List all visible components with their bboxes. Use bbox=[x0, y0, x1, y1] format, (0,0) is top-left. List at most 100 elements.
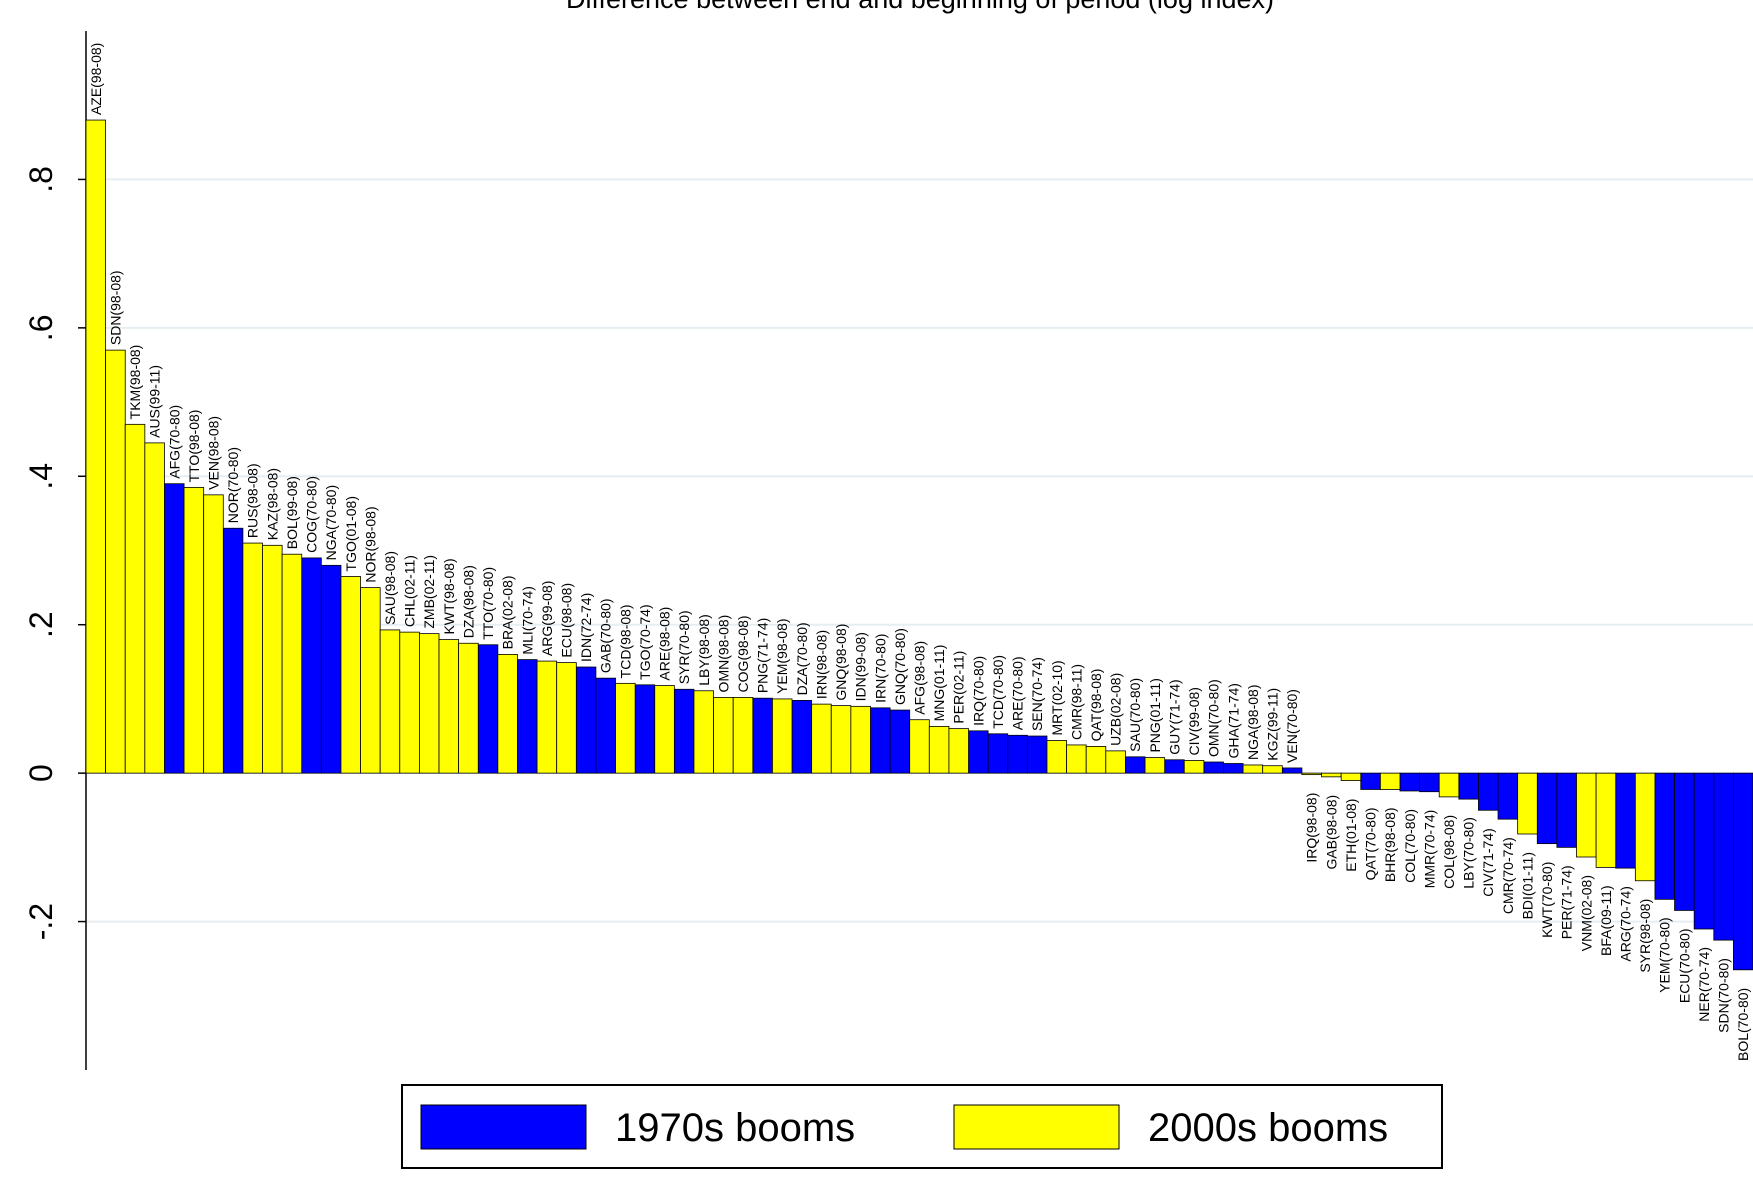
chart-title: Difference between end and beginning of … bbox=[566, 0, 1274, 14]
bar bbox=[987, 733, 1009, 774]
bar bbox=[575, 666, 597, 774]
bar-label: YEM(70-80) bbox=[1657, 917, 1673, 992]
bar-label: BFA(09-11) bbox=[1598, 885, 1614, 956]
bar bbox=[1301, 772, 1322, 776]
bar-label: SEN(70-74) bbox=[1029, 657, 1045, 731]
bar-label: TTO(70-80) bbox=[480, 567, 496, 640]
bar-label: AFG(70-80) bbox=[166, 405, 182, 479]
bar-label: SYR(70-80) bbox=[676, 610, 692, 684]
bar bbox=[1066, 744, 1087, 774]
bar-label: ARG(70-74) bbox=[1618, 886, 1634, 961]
bar bbox=[1125, 756, 1146, 774]
bar-label: BDI(01-11) bbox=[1519, 852, 1535, 919]
bar bbox=[948, 728, 969, 774]
bar-label: CHL(02-11) bbox=[402, 555, 418, 627]
bar bbox=[1399, 772, 1421, 792]
bar-label: ARE(70-80) bbox=[1010, 656, 1026, 730]
bar-label: GNQ(98-08) bbox=[833, 624, 849, 701]
y-tick-label: 0 bbox=[23, 764, 59, 782]
bar-label: NER(70-74) bbox=[1696, 947, 1712, 1022]
bar bbox=[732, 697, 754, 774]
bar-label: YEM(98-08) bbox=[774, 618, 790, 693]
bar bbox=[1674, 772, 1695, 911]
bar-label: IRQ(98-08) bbox=[1304, 793, 1320, 863]
bar-label: VNM(02-08) bbox=[1578, 875, 1594, 951]
bar-label: IDN(99-08) bbox=[853, 632, 869, 701]
bar bbox=[1595, 772, 1617, 868]
bar bbox=[889, 709, 911, 774]
bar-label: SYR(98-08) bbox=[1637, 899, 1653, 973]
bar bbox=[1321, 772, 1342, 778]
bar-label: AZE(98-08) bbox=[88, 43, 104, 115]
bar bbox=[791, 700, 813, 774]
bar-label: CIV(71-74) bbox=[1480, 828, 1496, 896]
bar bbox=[1379, 772, 1401, 790]
bar bbox=[870, 707, 891, 774]
bar-label: KWT(70-80) bbox=[1539, 862, 1555, 938]
bar bbox=[399, 631, 420, 774]
bar-label: ECU(70-80) bbox=[1676, 928, 1692, 1003]
bar-label: CMR(98-11) bbox=[1068, 664, 1084, 740]
bar-label: UZB(02-08) bbox=[1108, 673, 1124, 746]
bar bbox=[301, 557, 322, 774]
bar bbox=[203, 494, 224, 774]
bar bbox=[536, 660, 558, 774]
bar-label: CIV(99-08) bbox=[1186, 687, 1202, 755]
bar bbox=[713, 697, 734, 774]
bar bbox=[1026, 735, 1048, 774]
bar-label: SDN(98-08) bbox=[107, 270, 123, 345]
bar bbox=[1183, 760, 1205, 774]
bar-label: IRQ(70-80) bbox=[970, 656, 986, 726]
bar-label: SAU(70-80) bbox=[1127, 678, 1143, 752]
y-tick-label: .2 bbox=[23, 611, 59, 638]
bar-label: ARE(98-08) bbox=[657, 607, 673, 681]
bar-label: BRA(02-08) bbox=[500, 575, 516, 649]
bar bbox=[418, 633, 440, 774]
bar bbox=[1105, 750, 1126, 774]
bar bbox=[1458, 772, 1479, 800]
bar bbox=[1262, 765, 1283, 774]
bar-label: NGA(70-80) bbox=[323, 485, 339, 560]
bar-label: AFG(98-08) bbox=[912, 641, 928, 715]
bar bbox=[1693, 772, 1715, 930]
bar-label: BOL(70-80) bbox=[1735, 988, 1751, 1061]
bar bbox=[242, 542, 263, 774]
bar-label: GNQ(70-80) bbox=[892, 628, 908, 705]
bar-label: TCD(98-08) bbox=[617, 604, 633, 678]
bar bbox=[1478, 772, 1499, 811]
bar bbox=[693, 690, 714, 774]
bar bbox=[968, 730, 989, 774]
bar-label: TTO(98-08) bbox=[186, 410, 202, 483]
bar-label: NOR(98-08) bbox=[362, 506, 378, 582]
y-tick-label: -.2 bbox=[23, 903, 59, 940]
bar bbox=[262, 544, 283, 774]
bar bbox=[320, 564, 342, 774]
bar-label: AUS(99-11) bbox=[147, 365, 163, 438]
bar-label: PNG(71-74) bbox=[755, 618, 771, 693]
bar bbox=[105, 349, 126, 774]
bar bbox=[1340, 772, 1362, 781]
bar bbox=[1085, 746, 1107, 774]
bar-label: BOL(99-08) bbox=[284, 476, 300, 549]
bar bbox=[1164, 759, 1185, 774]
bar bbox=[1713, 772, 1734, 941]
bar bbox=[458, 642, 479, 774]
bar-label: COG(70-80) bbox=[304, 476, 320, 553]
bar-label: NGA(98-08) bbox=[1245, 685, 1261, 760]
bar bbox=[1732, 772, 1753, 971]
bar-label: SAU(98-08) bbox=[382, 551, 398, 625]
bar-label: NOR(70-80) bbox=[225, 447, 241, 523]
bar-label: GAB(70-80) bbox=[598, 598, 614, 673]
bar-label: DZA(98-08) bbox=[460, 565, 476, 638]
bar-label: KAZ(98-08) bbox=[264, 468, 280, 540]
bar bbox=[1223, 763, 1244, 774]
bar bbox=[164, 483, 185, 774]
bar bbox=[1242, 764, 1264, 774]
bar-label: OMN(70-80) bbox=[1206, 679, 1222, 757]
bar bbox=[556, 662, 577, 774]
bar bbox=[654, 685, 675, 774]
bar bbox=[1438, 772, 1460, 798]
y-tick-label: .6 bbox=[23, 315, 59, 342]
bar bbox=[1419, 772, 1440, 793]
